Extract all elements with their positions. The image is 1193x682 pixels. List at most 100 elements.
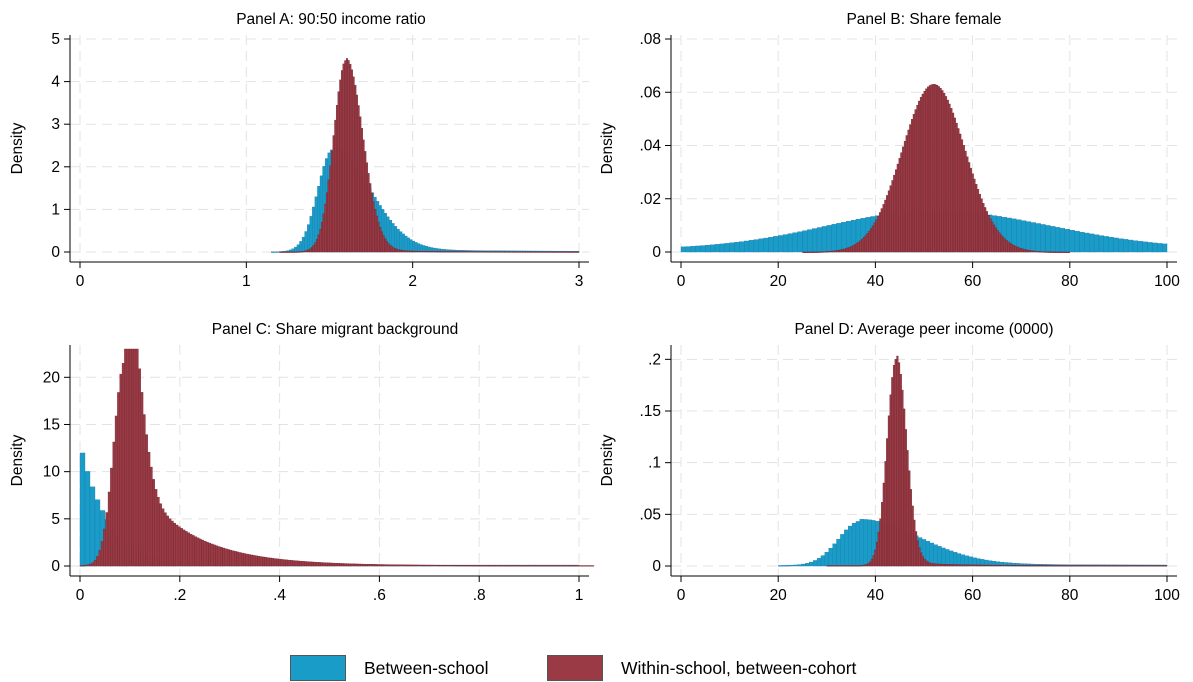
histogram-bar: [859, 519, 864, 567]
x-tick-label: .4: [273, 587, 286, 604]
histogram-bar: [1057, 251, 1060, 253]
histogram-bar: [979, 564, 982, 567]
histogram-bar: [1147, 242, 1153, 253]
histogram-bar: [212, 544, 216, 567]
histogram-bar: [857, 565, 860, 567]
histogram-bar: [1066, 251, 1069, 253]
histogram-bar: [557, 251, 560, 253]
histogram-bar: [1153, 565, 1156, 567]
histogram-bar: [170, 520, 174, 567]
histogram-bar: [203, 540, 207, 567]
histogram-bar: [163, 512, 167, 567]
histogram-bar: [191, 535, 195, 567]
y-axis-label: Density: [9, 122, 26, 174]
histogram-bar: [79, 565, 83, 567]
histogram-bar: [1037, 251, 1040, 253]
histogram-bar: [957, 564, 960, 567]
histogram-bar: [570, 251, 573, 253]
histogram-bar: [841, 222, 847, 253]
histogram-bar: [582, 565, 585, 567]
histogram-bar: [96, 556, 99, 567]
histogram-bar: [452, 251, 455, 253]
histogram-bar: [140, 392, 144, 567]
histogram-bar: [482, 251, 485, 253]
histogram-bar: [832, 543, 837, 567]
histogram-bar: [279, 251, 282, 253]
histogram-bar: [1047, 565, 1050, 567]
histogram-bar: [523, 565, 527, 567]
panel-c: Panel C: Share migrant background0510152…: [9, 321, 595, 604]
histogram-bar: [839, 249, 842, 253]
histogram-bar: [1051, 565, 1054, 567]
histogram-bar: [390, 246, 393, 253]
histogram-bar: [292, 560, 296, 567]
histogram-bar: [1048, 251, 1051, 253]
histogram-bar: [348, 563, 352, 567]
histogram-bar: [528, 565, 532, 567]
histogram-bar: [532, 251, 535, 253]
histogram-bar: [1030, 222, 1036, 253]
histogram-bar: [909, 489, 913, 567]
histogram-bar: [100, 541, 104, 567]
histogram-bar: [841, 565, 844, 567]
histogram-bar: [543, 251, 546, 253]
histogram-bar: [829, 251, 832, 253]
histogram-bar: [960, 139, 964, 253]
histogram-bar: [196, 537, 200, 567]
histogram-bar: [477, 251, 480, 253]
histogram-bar: [396, 228, 400, 253]
histogram-bar: [89, 486, 96, 567]
histogram-bar: [447, 251, 450, 253]
y-tick-label: 0: [652, 244, 661, 261]
histogram-bar: [563, 565, 567, 567]
histogram-bar: [1100, 565, 1103, 567]
histogram-bar: [117, 392, 120, 567]
histogram-bar: [952, 564, 955, 567]
histogram-bar: [444, 251, 447, 253]
histogram-bar: [802, 251, 805, 253]
histogram-bar: [802, 230, 808, 253]
histogram-bar: [131, 348, 134, 567]
histogram-bar: [941, 547, 946, 567]
histogram-bar: [460, 251, 463, 253]
histogram-bar: [833, 565, 836, 567]
histogram-bar: [544, 565, 548, 567]
x-tick-label: 3: [575, 273, 584, 290]
histogram-bar: [942, 563, 945, 567]
histogram-bar: [316, 239, 319, 253]
histogram-bar: [418, 564, 422, 567]
histogram-bar: [926, 561, 930, 567]
histogram-bar: [1073, 565, 1076, 567]
histogram-bar: [1056, 565, 1059, 567]
histogram-bar: [306, 250, 309, 253]
histogram-bar: [921, 93, 924, 253]
histogram-bar: [1000, 234, 1003, 253]
histogram-bar: [826, 565, 829, 567]
histogram-bar: [855, 243, 858, 253]
histogram-bar: [385, 241, 388, 253]
histogram-bar: [280, 559, 284, 567]
histogram-bar: [1026, 249, 1029, 253]
histogram-bar: [832, 250, 835, 253]
histogram-bar: [377, 221, 380, 253]
histogram-bar: [719, 243, 725, 253]
histogram-bar: [173, 522, 176, 567]
histogram-bar: [1151, 565, 1154, 567]
histogram-bar: [362, 563, 366, 567]
histogram-bar: [932, 563, 935, 567]
histogram-bar: [967, 564, 970, 567]
histogram-bar: [161, 508, 165, 567]
histogram-bar: [462, 251, 465, 253]
histogram-bar: [248, 554, 251, 567]
histogram-bar: [198, 538, 202, 567]
histogram-bar: [350, 69, 353, 253]
histogram-bar: [1014, 245, 1017, 253]
histogram-bar: [899, 374, 902, 567]
legend-label-between-school: Between-school: [364, 657, 489, 678]
histogram-bar: [429, 251, 432, 253]
histogram-bar: [397, 249, 400, 253]
histogram-bar: [1030, 565, 1033, 567]
histogram-bar: [321, 222, 324, 253]
histogram-bar: [337, 91, 340, 253]
